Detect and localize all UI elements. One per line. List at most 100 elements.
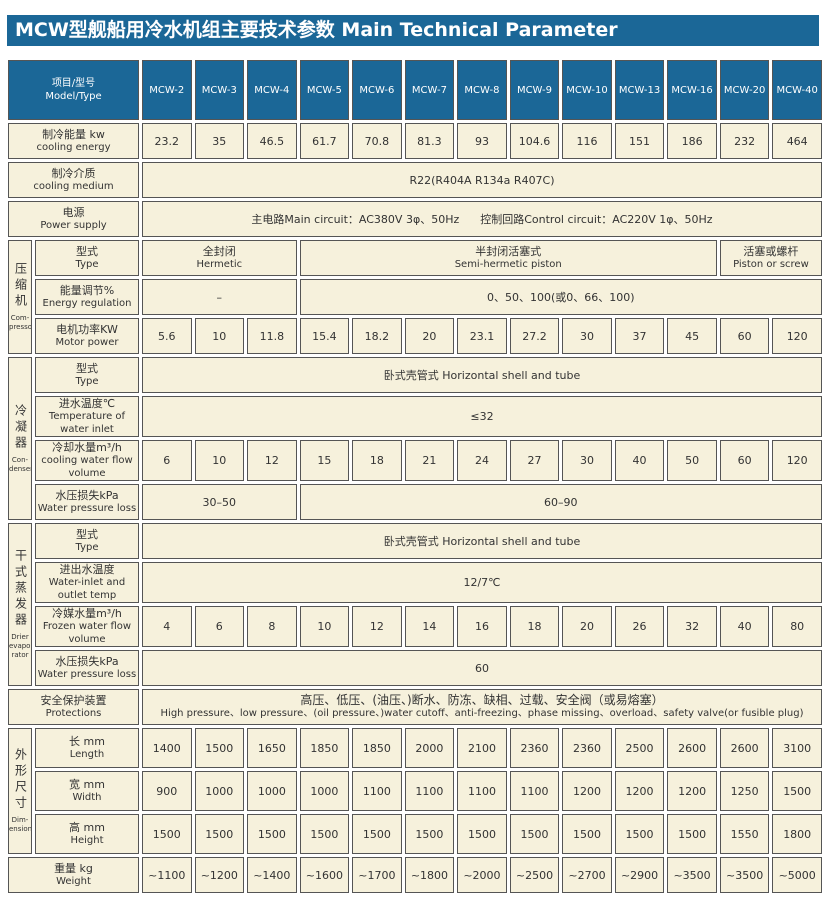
height-cell: 1500: [457, 814, 507, 854]
length-cell: 1850: [352, 728, 402, 768]
frozen-water-cell: 14: [404, 606, 455, 647]
label-zh: 高 mm: [69, 821, 105, 834]
label-zh: 制冷介质: [51, 167, 96, 180]
cooling-water-cell: 30: [562, 440, 612, 481]
height-cell: 1500: [404, 814, 455, 854]
cooling-energy-cell: 93: [457, 123, 507, 159]
cooling-water-cell: 27: [509, 440, 560, 481]
row-motor-power: 电机功率KW Motor power 5.6 10 11.8 15.4 18.2 20 23.1…: [8, 318, 822, 354]
label-en: Temperature of water inlet: [48, 411, 126, 435]
label-zh: 进出水温度: [59, 563, 115, 576]
weight-cell: ~5000: [772, 857, 822, 893]
label-zh: 项目/型号: [51, 78, 96, 89]
frozen-water-cell: 26: [614, 606, 665, 647]
model-header: MCW-7: [404, 60, 455, 120]
width-cell: 1200: [667, 771, 717, 811]
label-en: Motor power: [55, 337, 119, 348]
weight-cell: ~2500: [509, 857, 560, 893]
length-cell: 2600: [667, 728, 717, 768]
label-en: Height: [70, 835, 104, 846]
motor-power-cell: 37: [614, 318, 665, 354]
width-cell: 1100: [404, 771, 455, 811]
height-cell: 1500: [614, 814, 665, 854]
motor-power-cell: 15.4: [299, 318, 350, 354]
length-cell: 2600: [719, 728, 770, 768]
cooling-energy-cell: 81.3: [404, 123, 455, 159]
row-evaporator-flow: 冷媒水量m³/h Frozen water flow volume 4 6 8 10 12 1…: [8, 606, 822, 647]
frozen-water-cell: 16: [457, 606, 507, 647]
parameter-table: 项目/型号 Model/Type MCW-2 MCW-3 MCW-4 MCW-5 MCW-6…: [5, 57, 825, 896]
length-cell: 2500: [614, 728, 665, 768]
cooling-energy-cell: 35: [194, 123, 245, 159]
height-cell: 1500: [299, 814, 350, 854]
row-evaporator-loss: 水压损失kPa Water pressure loss 60: [8, 650, 822, 686]
motor-power-cell: 60: [719, 318, 770, 354]
length-cell: 1500: [194, 728, 245, 768]
frozen-water-cell: 12: [352, 606, 402, 647]
motor-power-cell: 18.2: [352, 318, 402, 354]
frozen-water-cell: 80: [772, 606, 822, 647]
cooling-water-cell: 24: [457, 440, 507, 481]
label-en: Model/Type: [45, 91, 102, 102]
row-medium: 制冷介质 cooling medium R22(R404A R134a R407C): [8, 162, 822, 198]
frozen-water-cell: 10: [299, 606, 350, 647]
weight-cell: ~2700: [562, 857, 612, 893]
motor-power-cell: 20: [404, 318, 455, 354]
row-width: 宽 mm Width 900 1000 1000 1000 1100 1100 1100 1100…: [8, 771, 822, 811]
label-en: Power supply: [40, 220, 107, 231]
height-cell: 1500: [247, 814, 297, 854]
model-header: MCW-10: [562, 60, 612, 120]
weight-cell: ~1200: [194, 857, 245, 893]
length-cell: 1400: [142, 728, 192, 768]
group-label: 干式蒸发器 Drier evapo-rator: [8, 523, 32, 686]
header-model-type: 项目/型号 Model/Type: [8, 60, 139, 120]
cooling-energy-cell: 70.8: [352, 123, 402, 159]
width-cell: 1100: [509, 771, 560, 811]
cooling-water-cell: 10: [194, 440, 245, 481]
width-cell: 1000: [194, 771, 245, 811]
cooling-water-cell: 18: [352, 440, 402, 481]
label-en: Energy regulation: [42, 298, 132, 309]
row-condenser-temp: 进水温度℃ Temperature of water inlet ≤32: [8, 396, 822, 437]
label-zh: 冷媒水量m³/h: [52, 607, 122, 620]
width-cell: 1100: [457, 771, 507, 811]
weight-cell: ~2900: [614, 857, 665, 893]
label-zh: 冷却水量m³/h: [52, 441, 122, 454]
width-cell: 1000: [299, 771, 350, 811]
cooling-energy-cell: 104.6: [509, 123, 560, 159]
cooling-energy-cell: 186: [667, 123, 717, 159]
cooling-water-cell: 40: [614, 440, 665, 481]
height-cell: 1500: [142, 814, 192, 854]
label-zh: 安全保护装置: [40, 694, 107, 707]
height-cell: 1500: [194, 814, 245, 854]
page-title: MCW型舰船用冷水机组主要技术参数 Main Technical Paramet…: [7, 15, 819, 46]
weight-cell: ~2000: [457, 857, 507, 893]
label-en: Water-inlet and outlet temp: [48, 577, 126, 601]
frozen-water-cell: 32: [667, 606, 717, 647]
weight-cell: ~3500: [719, 857, 770, 893]
weight-cell: ~1100: [142, 857, 192, 893]
label-zh: 水压损失kPa: [55, 489, 119, 502]
motor-power-cell: 23.1: [457, 318, 507, 354]
label-zh: 能量调节%: [59, 284, 115, 297]
frozen-water-cell: 20: [562, 606, 612, 647]
label-en: Type: [75, 376, 99, 387]
label-zh: 重量 kg: [54, 862, 93, 875]
label-zh: 长 mm: [69, 735, 105, 748]
cooling-water-cell: 15: [299, 440, 350, 481]
row-protections: 安全保护装置 Protections 高压、低压、(油压、)断水、防冻、缺相、过载、…: [8, 689, 822, 725]
label-en: Water pressure loss: [37, 669, 137, 680]
label-en: Type: [75, 542, 99, 553]
label-zh: 型式: [76, 528, 98, 541]
row-condenser-type: 冷凝器 Con-denser 型式 Type 卧式壳管式 Horizontal shel…: [8, 357, 822, 520]
cooling-water-cell: 120: [772, 440, 822, 481]
weight-cell: ~1600: [299, 857, 350, 893]
row-energy-regulation: 能量调节% Energy regulation –0、50、100(或0、66、10…: [8, 279, 822, 315]
frozen-water-cell: 8: [247, 606, 297, 647]
model-header: MCW-3: [194, 60, 245, 120]
label-zh: 型式: [76, 245, 98, 258]
model-header: MCW-13: [614, 60, 665, 120]
height-cell: 1500: [562, 814, 612, 854]
width-cell: 1200: [614, 771, 665, 811]
length-cell: 1650: [247, 728, 297, 768]
